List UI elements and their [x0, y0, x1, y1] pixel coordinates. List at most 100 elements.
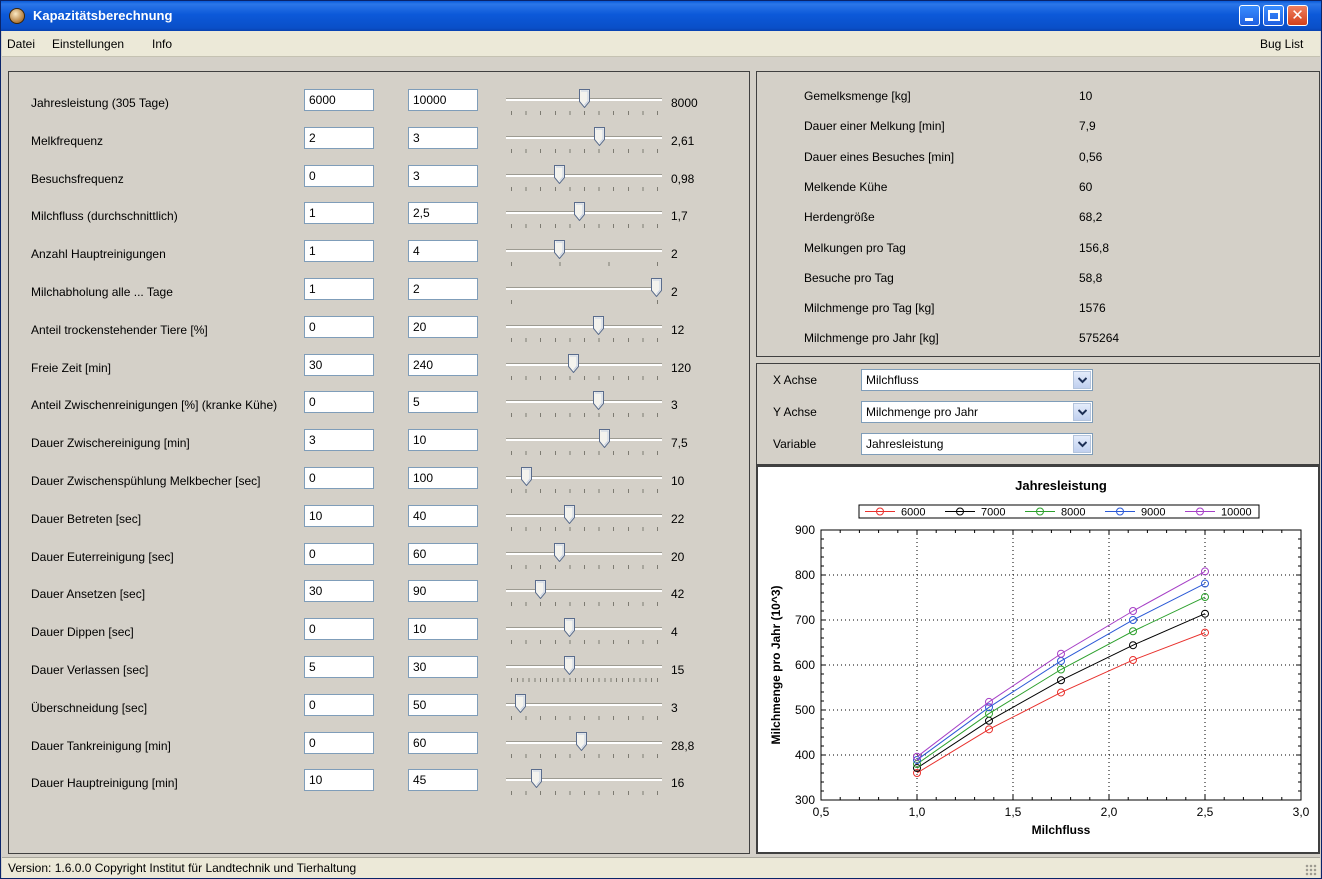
param-max-input[interactable]: 2,5 — [408, 202, 478, 225]
menu-info[interactable]: Info — [152, 37, 173, 51]
resize-grip[interactable] — [1305, 864, 1317, 876]
minimize-button[interactable] — [1239, 5, 1260, 26]
param-slider[interactable] — [506, 578, 662, 610]
slider-thumb[interactable] — [598, 429, 610, 449]
slider-thumb[interactable] — [530, 769, 542, 789]
close-button[interactable]: ✕ — [1287, 5, 1308, 26]
x-tick-label: 2,0 — [1101, 805, 1118, 819]
dropdown-button[interactable] — [1073, 435, 1091, 453]
dropdown-button[interactable] — [1073, 371, 1091, 389]
result-value: 7,9 — [1079, 119, 1096, 134]
param-min-input[interactable]: 1 — [304, 202, 374, 225]
param-max-input[interactable]: 10 — [408, 618, 478, 641]
slider-thumb[interactable] — [593, 315, 604, 335]
param-min-input[interactable]: 30 — [304, 580, 374, 603]
dropdown-button[interactable] — [1073, 403, 1091, 421]
axis-dropdown[interactable]: Milchfluss — [861, 369, 1093, 391]
param-min-input[interactable]: 6000 — [304, 89, 374, 111]
param-max-input[interactable]: 3 — [408, 164, 478, 187]
param-slider[interactable] — [506, 389, 662, 421]
param-slider[interactable] — [506, 465, 662, 497]
param-slider[interactable] — [506, 427, 662, 459]
slider-thumb[interactable] — [578, 89, 590, 108]
title-bar[interactable]: Kapazitätsberechnung ✕ — [1, 1, 1321, 31]
param-slider[interactable] — [506, 352, 662, 384]
param-max-input[interactable]: 3 — [408, 126, 478, 149]
slider-thumb[interactable] — [514, 693, 526, 713]
param-slider[interactable] — [506, 87, 662, 119]
data-point — [985, 703, 993, 712]
axis-dropdown[interactable]: Milchmenge pro Jahr — [861, 401, 1093, 423]
param-min-input[interactable]: 0 — [304, 542, 374, 565]
param-min-input[interactable]: 0 — [304, 693, 374, 716]
slider-thumb[interactable] — [535, 580, 546, 600]
slider-thumb[interactable] — [553, 240, 565, 260]
param-min-input[interactable]: 0 — [304, 467, 374, 489]
param-slider[interactable] — [506, 503, 662, 535]
param-min-input[interactable]: 10 — [304, 504, 374, 527]
param-slider[interactable] — [506, 616, 662, 648]
param-slider[interactable] — [506, 730, 662, 762]
slider-thumb[interactable] — [553, 542, 565, 562]
param-min-input[interactable]: 0 — [304, 731, 374, 754]
param-max-input[interactable]: 20 — [408, 315, 478, 338]
axis-dropdown[interactable]: Jahresleistung — [861, 433, 1093, 455]
param-slider[interactable] — [506, 654, 662, 686]
param-slider[interactable] — [506, 276, 662, 308]
param-max-input[interactable]: 10 — [408, 429, 478, 452]
param-min-input[interactable]: 0 — [304, 164, 374, 187]
slider-thumb[interactable] — [564, 618, 575, 638]
param-slider[interactable] — [506, 125, 662, 157]
param-slider[interactable] — [506, 314, 662, 346]
param-min-input[interactable]: 1 — [304, 240, 374, 263]
param-max-input[interactable]: 60 — [408, 542, 478, 565]
param-label: Melkfrequenz — [31, 133, 104, 148]
param-max-input[interactable]: 40 — [408, 504, 478, 527]
param-slider[interactable] — [506, 692, 662, 724]
slider-thumb[interactable] — [568, 353, 580, 373]
param-min-input[interactable]: 0 — [304, 315, 374, 338]
param-min-input[interactable]: 10 — [304, 769, 374, 792]
slider-thumb[interactable] — [564, 656, 575, 675]
param-max-input[interactable]: 5 — [408, 391, 478, 414]
close-icon: ✕ — [1291, 6, 1304, 24]
param-max-input[interactable]: 100 — [408, 467, 478, 489]
param-max-input[interactable]: 60 — [408, 731, 478, 754]
slider-thumb[interactable] — [594, 126, 606, 146]
param-max-input[interactable]: 4 — [408, 240, 478, 263]
slider-thumb[interactable] — [553, 164, 565, 184]
menu-einstellungen[interactable]: Einstellungen — [52, 37, 125, 51]
slider-thumb[interactable] — [564, 504, 575, 524]
param-min-input[interactable]: 5 — [304, 656, 374, 678]
param-label: Dauer Zwischenspühlung Melkbecher [sec] — [31, 474, 261, 488]
param-max-input[interactable]: 45 — [408, 769, 478, 792]
slider-thumb[interactable] — [520, 467, 532, 486]
param-max-input[interactable]: 240 — [408, 353, 478, 376]
slider-thumb[interactable] — [575, 731, 587, 751]
menu-bug-list[interactable]: Bug List — [1260, 37, 1304, 51]
param-row: Dauer Zwischereinigung [min] 3 10 7,5 — [9, 425, 749, 462]
param-min-input[interactable]: 1 — [304, 278, 374, 300]
param-slider[interactable] — [506, 541, 662, 573]
param-max-input[interactable]: 2 — [408, 278, 478, 300]
param-max-input[interactable]: 10000 — [408, 89, 478, 111]
maximize-button[interactable] — [1263, 5, 1284, 26]
param-max-input[interactable]: 90 — [408, 580, 478, 603]
result-value: 156,8 — [1079, 240, 1110, 255]
param-min-input[interactable]: 3 — [304, 429, 374, 452]
param-min-input[interactable]: 0 — [304, 618, 374, 641]
param-min-input[interactable]: 2 — [304, 126, 374, 149]
param-slider[interactable] — [506, 200, 662, 232]
result-label: Milchmenge pro Jahr [kg] — [804, 331, 939, 346]
slider-thumb[interactable] — [574, 202, 586, 222]
param-slider[interactable] — [506, 163, 662, 195]
param-min-input[interactable]: 30 — [304, 353, 374, 376]
param-min-input[interactable]: 0 — [304, 391, 374, 414]
slider-thumb[interactable] — [651, 278, 662, 297]
slider-thumb[interactable] — [593, 391, 604, 411]
param-slider[interactable] — [506, 767, 662, 799]
param-max-input[interactable]: 30 — [408, 656, 478, 678]
param-max-input[interactable]: 50 — [408, 693, 478, 716]
param-slider[interactable] — [506, 238, 662, 270]
menu-datei[interactable]: Datei — [7, 37, 36, 51]
